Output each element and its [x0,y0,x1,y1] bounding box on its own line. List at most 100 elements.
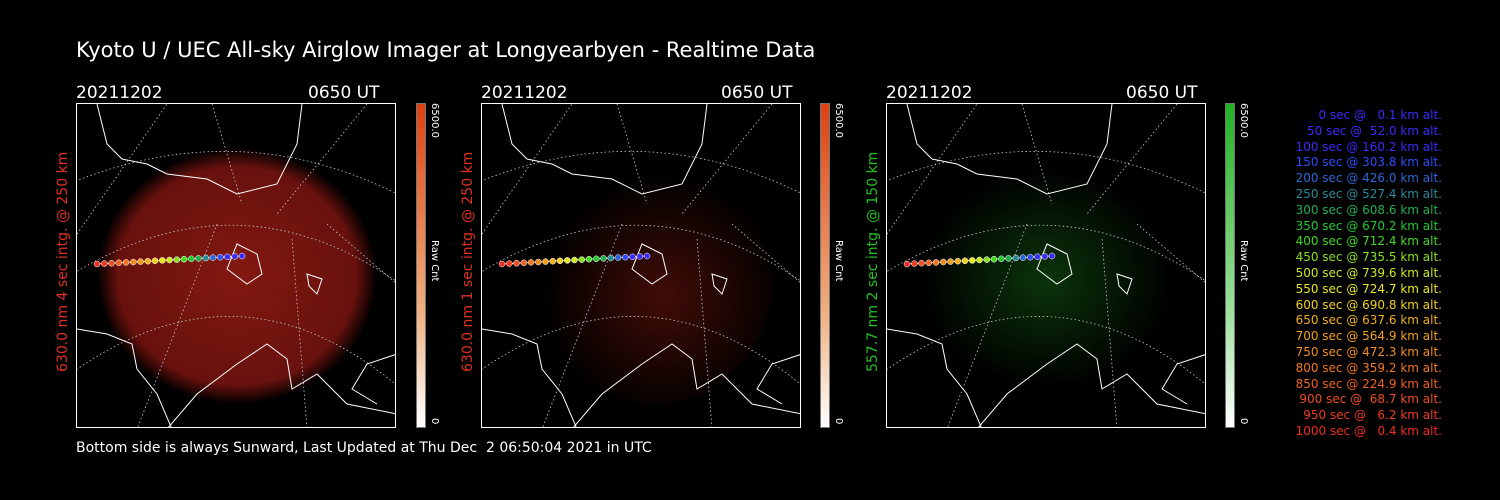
panel-1-colorbar [416,103,426,428]
legend-item: 900 sec @ 68.7 km alt. [1299,392,1442,407]
trajectory-point [238,252,246,260]
panel-2-time: 0650 UT [721,83,793,103]
trajectory-point [990,255,998,263]
coastlines [887,104,1205,427]
panel-1-time: 0650 UT [308,83,380,103]
legend-item: 750 sec @ 472.3 km alt. [1295,344,1442,359]
trajectory-point [173,256,181,263]
panel-2-cbar-min: 0 [833,418,844,425]
trajectory-point [585,255,593,263]
trajectory [903,252,1056,268]
legend-item: 950 sec @ 6.2 km alt. [1303,408,1442,423]
panel-3-time: 0650 UT [1126,83,1198,103]
panel-1-cbar-max: 6500.0 [429,103,440,138]
trajectory-point [1027,253,1034,261]
panel-3-ylabel: 557.7 nm 2 sec intg. @ 150 km [865,151,881,372]
legend-item: 1000 sec @ 0.4 km alt. [1295,423,1442,438]
trajectory-point [115,259,123,267]
trajectory-point [918,259,925,267]
trajectory-point [217,253,224,261]
trajectory-point [600,255,607,262]
trajectory-point [1048,252,1056,260]
panel-1-map-svg [77,104,395,427]
legend-item: 700 sec @ 564.9 km alt. [1295,329,1442,344]
trajectory-point [556,257,564,265]
trajectory [498,252,651,268]
trajectory-point [622,253,629,261]
legend-item: 350 sec @ 670.2 km alt. [1295,218,1442,233]
panel-3-cbar-max: 6500.0 [1238,103,1249,138]
panel-1-date: 20211202 [76,83,163,103]
trajectory-point [542,258,549,265]
panel-1-cbar-unit: Raw Cnt [429,240,440,282]
trajectory-point [137,258,144,265]
trajectory-point [643,252,651,260]
trajectory-point [513,259,520,267]
trajectory-point [122,259,130,266]
legend-item: 0 sec @ 0.1 km alt. [1318,108,1443,122]
trajectory-point [607,254,615,262]
trajectory-point [130,258,137,266]
panel-2-map-svg [482,104,800,427]
panel-2-colorbar [820,103,830,428]
trajectory-point [629,253,636,261]
trajectory-point [506,260,513,267]
coastlines [77,104,395,427]
panel-2-cbar-unit: Raw Cnt [833,240,844,282]
trajectory [93,252,246,268]
trajectory-point [636,253,644,260]
trajectory-point [108,259,115,267]
trajectory-point [549,257,557,265]
trajectory-point [932,259,940,266]
trajectory-point [1034,253,1041,261]
trajectory-point [969,257,976,264]
page-title: Kyoto U / UEC All-sky Airglow Imager at … [76,38,816,62]
panel-1-cbar-min: 0 [429,418,440,425]
panel-3-map [886,103,1206,428]
trajectory-point [520,259,528,267]
trajectory-point [151,257,159,265]
trajectory-point [571,256,578,264]
panel-3-colorbar [1225,103,1235,428]
panel-2-ylabel: 630.0 nm 1 sec intg. @ 250 km [460,151,476,372]
legend-item: 300 sec @ 608.6 km alt. [1295,202,1442,217]
airglow-emission [922,169,1172,389]
panel-2-date: 20211202 [481,83,568,103]
altitude-legend: 0 sec @ 0.1 km alt. 50 sec @ 52.0 km alt.… [1262,108,1442,440]
trajectory-point [911,260,918,267]
trajectory-point [498,260,506,268]
trajectory-point [166,256,173,264]
trajectory-point [614,254,622,261]
trajectory-point [1005,255,1012,262]
legend-item: 150 sec @ 303.8 km alt. [1295,155,1442,170]
trajectory-point [180,255,188,263]
panel-2-cbar-max: 6500.0 [833,103,844,138]
trajectory-point [93,260,101,268]
panel-3-cbar-unit: Raw Cnt [1238,240,1249,282]
trajectory-point [983,256,991,263]
legend-item: 50 sec @ 52.0 km alt. [1307,123,1442,138]
legend-item: 450 sec @ 735.5 km alt. [1295,250,1442,265]
legend-item: 400 sec @ 712.4 km alt. [1295,234,1442,249]
trajectory-point [231,253,239,260]
trajectory-point [527,259,535,266]
legend-item: 550 sec @ 724.7 km alt. [1295,281,1442,296]
trajectory-point [961,257,969,265]
panel-2-map [481,103,801,428]
trajectory-point [998,255,1005,263]
trajectory-point [101,260,108,267]
panel-1-ylabel: 630.0 nm 4 sec intg. @ 250 km [55,151,71,372]
trajectory-point [188,255,195,263]
trajectory-point [1041,253,1049,260]
trajectory-point [925,259,933,267]
panel-3-date: 20211202 [886,83,973,103]
panel-3-cbar-min: 0 [1238,418,1249,425]
panel-1-map [76,103,396,428]
trajectory-point [159,257,166,264]
trajectory-point [195,255,202,262]
footer-note: Bottom side is always Sunward, Last Upda… [76,440,652,456]
panel-3-map-svg [887,104,1205,427]
legend-item: 850 sec @ 224.9 km alt. [1295,376,1442,391]
trajectory-point [209,254,217,261]
trajectory-point [202,254,210,262]
